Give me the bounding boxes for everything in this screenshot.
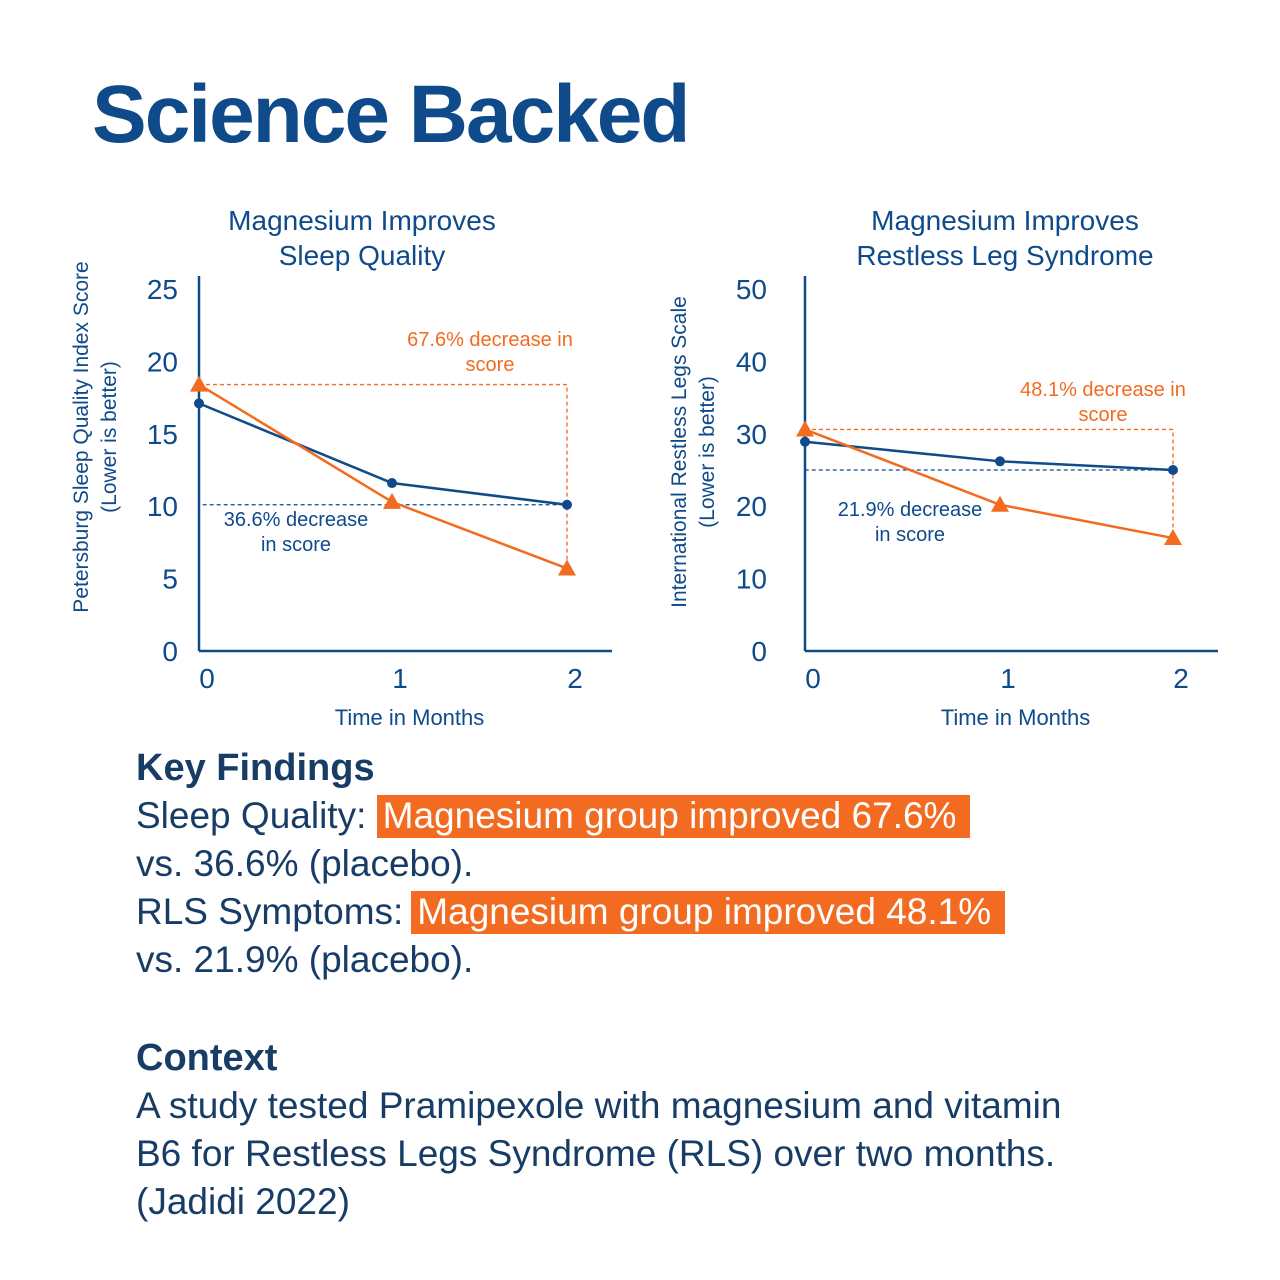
- chart-title: Magnesium Improves Restless Leg Syndrome: [856, 205, 1153, 271]
- y-axis-label: International Restless Legs Scale (Lower …: [668, 296, 719, 608]
- y-axis-label-text: International Restless Legs Scale (Lower …: [668, 296, 719, 608]
- data-point: [1164, 529, 1182, 546]
- series-line: [804, 440, 1174, 472]
- dashed-bracket: [804, 441, 1173, 471]
- rls-finding-highlight: Magnesium group improved 48.1%: [411, 891, 1006, 934]
- data-point: [194, 398, 204, 409]
- y-axis-label-text: Petersburg Sleep Quality Index Score (Low…: [70, 261, 121, 612]
- data-point: [387, 478, 397, 489]
- sleep-finding: Sleep Quality: Magnesium group improved …: [136, 792, 1216, 840]
- y-tick-label: 20: [147, 346, 178, 377]
- rls-finding-label: RLS Symptoms:: [136, 891, 404, 932]
- x-tick-label: 0: [199, 663, 215, 694]
- y-tick-label: 40: [736, 346, 767, 377]
- data-point: [558, 559, 576, 576]
- x-tick-label: 1: [1000, 663, 1016, 694]
- y-tick-label: 10: [736, 564, 767, 595]
- x-axis-label: Time in Months: [335, 705, 485, 730]
- data-point: [190, 375, 208, 392]
- series-line: [804, 428, 1174, 540]
- y-tick-label: 25: [147, 274, 178, 305]
- headline: Science Backed: [92, 69, 690, 160]
- x-tick-label: 2: [567, 663, 583, 694]
- y-tick-label: 10: [147, 491, 178, 522]
- y-tick-label: 20: [736, 491, 767, 522]
- restless-leg-chart: Magnesium Improves Restless Leg Syndrome I…: [668, 205, 1218, 730]
- charts-canvas: Magnesium Improves Sleep Quality Petersbur…: [70, 205, 1218, 730]
- data-point: [383, 492, 401, 509]
- y-axis-label: Petersburg Sleep Quality Index Score (Low…: [70, 261, 121, 612]
- rls-finding: RLS Symptoms: Magnesium group improved 48…: [136, 888, 1216, 936]
- rls-finding-rest: vs. 21.9% (placebo).: [136, 939, 474, 980]
- context-body: A study tested Pramipexole with magnesiu…: [136, 1085, 1062, 1222]
- annotation-text: 67.6% decrease in score: [407, 329, 573, 376]
- x-tick-label: 1: [392, 663, 408, 694]
- series-line: [198, 383, 568, 570]
- annotation-text: 21.9% decrease in score: [838, 499, 983, 546]
- data-point: [800, 436, 810, 447]
- key-findings: Key Findings Sleep Quality: Magnesium gr…: [136, 744, 1216, 984]
- data-point: [562, 499, 572, 510]
- annotation-text: 48.1% decrease in score: [1020, 379, 1186, 426]
- y-tick-label: 30: [736, 419, 767, 450]
- chart-title: Magnesium Improves Sleep Quality: [228, 205, 496, 271]
- y-tick-label: 0: [751, 636, 767, 667]
- key-findings-title: Key Findings: [136, 747, 375, 789]
- dashed-bracket: [198, 403, 567, 506]
- annotation-text: 36.6% decrease in score: [224, 509, 369, 556]
- context-section: Context A study tested Pramipexole with …: [136, 1034, 1216, 1226]
- data-point: [1168, 465, 1178, 475]
- data-point: [991, 495, 1009, 512]
- sleep-finding-highlight: Magnesium group improved 67.6%: [376, 795, 971, 838]
- sleep-finding-label: Sleep Quality:: [136, 795, 377, 836]
- y-tick-label: 50: [736, 274, 767, 305]
- y-tick-label: 0: [162, 636, 178, 667]
- context-title: Context: [136, 1037, 278, 1079]
- data-point: [796, 420, 814, 437]
- x-tick-label: 0: [805, 663, 821, 694]
- y-tick-label: 15: [147, 419, 178, 450]
- x-tick-label: 2: [1173, 663, 1189, 694]
- sleep-finding-rest: vs. 36.6% (placebo).: [136, 843, 474, 884]
- data-point: [995, 456, 1005, 467]
- dashed-bracket: [199, 383, 568, 569]
- sleep-quality-chart: Magnesium Improves Sleep Quality Petersbur…: [70, 205, 612, 730]
- dashed-bracket: [805, 428, 1174, 539]
- x-axis-label: Time in Months: [941, 705, 1091, 730]
- y-tick-label: 5: [162, 564, 178, 595]
